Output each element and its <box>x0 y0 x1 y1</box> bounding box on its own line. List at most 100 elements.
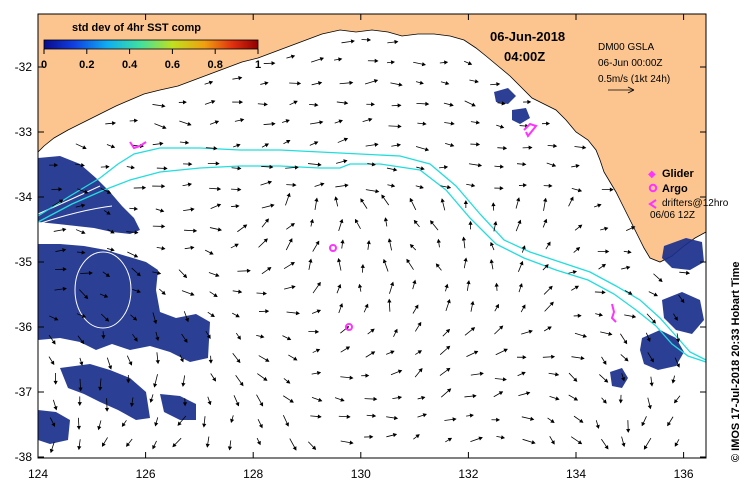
current-arrow <box>204 80 214 85</box>
current-arrow <box>289 100 298 106</box>
current-arrow <box>337 137 349 143</box>
current-arrow <box>490 82 501 87</box>
current-arrow <box>594 290 606 295</box>
current-arrow <box>207 311 215 318</box>
current-arrow <box>283 395 294 403</box>
current-arrow <box>104 398 110 412</box>
current-arrow <box>391 103 402 108</box>
current-arrow <box>544 301 554 312</box>
current-arrow <box>184 245 195 250</box>
current-arrow <box>105 121 116 126</box>
current-arrow <box>77 439 82 451</box>
current-arrow <box>100 313 110 322</box>
current-arrow <box>312 240 320 252</box>
current-arrow <box>387 39 399 45</box>
current-arrow <box>286 182 297 188</box>
current-arrow <box>470 300 475 312</box>
current-arrow <box>285 192 291 206</box>
y-tick-label: -38 <box>15 450 33 464</box>
current-arrow <box>159 288 166 295</box>
current-arrow <box>210 203 222 209</box>
current-arrow <box>183 207 195 212</box>
current-arrow <box>412 279 417 290</box>
current-arrow <box>601 397 607 404</box>
sst-patch-gulf-2 <box>512 108 530 124</box>
current-arrow <box>367 58 379 64</box>
current-arrow <box>101 331 106 340</box>
current-arrow <box>574 224 583 231</box>
current-arrow <box>338 414 351 419</box>
current-arrow <box>522 438 536 445</box>
current-arrow <box>518 283 523 293</box>
current-arrow <box>440 185 452 190</box>
current-arrow <box>232 312 240 318</box>
current-arrow <box>464 100 476 107</box>
current-arrow <box>79 289 89 300</box>
current-arrow <box>409 244 417 251</box>
current-arrow <box>673 395 681 404</box>
current-arrow <box>340 346 351 353</box>
current-arrow <box>99 293 109 298</box>
current-arrow <box>156 246 166 251</box>
current-arrow <box>75 229 86 235</box>
current-arrow <box>621 265 631 270</box>
current-arrow <box>464 60 473 66</box>
current-arrow <box>76 417 81 430</box>
current-arrow <box>310 414 322 419</box>
current-arrow <box>55 248 67 253</box>
current-arrow <box>568 394 579 401</box>
current-arrow <box>543 183 553 188</box>
x-tick-label: 130 <box>351 467 371 481</box>
current-arrow <box>648 291 659 297</box>
current-arrow <box>152 270 162 276</box>
current-arrow <box>155 331 160 342</box>
current-arrow <box>415 350 422 355</box>
current-arrow <box>311 81 323 86</box>
current-arrow <box>361 373 370 378</box>
current-arrow <box>392 395 403 400</box>
current-arrow <box>543 285 553 295</box>
current-arrow <box>312 281 321 294</box>
current-arrow <box>354 218 361 229</box>
current-arrow <box>416 101 430 107</box>
current-arrow <box>366 240 371 250</box>
current-arrow <box>283 285 296 290</box>
current-arrow <box>333 57 343 62</box>
current-arrow <box>307 162 322 167</box>
current-arrow <box>340 375 354 380</box>
current-arrow <box>234 118 245 123</box>
current-arrow <box>181 375 186 387</box>
colorbar-tick-label: 0.4 <box>122 59 138 71</box>
current-arrow <box>49 441 55 454</box>
current-arrow <box>233 143 241 148</box>
current-arrow <box>516 162 527 167</box>
current-arrow <box>461 236 467 249</box>
current-arrow <box>227 440 233 451</box>
current-arrow <box>571 187 583 193</box>
current-arrow <box>101 437 108 447</box>
current-arrow <box>75 203 86 208</box>
current-arrow <box>334 196 339 207</box>
current-arrow <box>413 61 427 67</box>
current-arrow <box>646 313 656 324</box>
current-arrow <box>647 352 654 363</box>
current-arrow <box>463 200 468 209</box>
current-arrow <box>440 388 452 398</box>
current-arrow <box>521 245 526 253</box>
current-arrow <box>442 328 451 337</box>
sst-contour-line-1 <box>37 185 101 215</box>
current-arrow <box>129 206 139 211</box>
current-arrow <box>261 218 269 228</box>
current-arrow <box>231 204 240 209</box>
current-arrow <box>413 219 420 228</box>
sst-contour-line-2 <box>37 205 113 225</box>
current-arrow <box>445 142 455 148</box>
current-arrow <box>178 100 187 105</box>
current-arrow <box>517 371 526 377</box>
map-date: 06-Jun-2018 <box>490 29 565 44</box>
current-arrow <box>232 100 244 105</box>
current-arrow <box>126 355 133 366</box>
current-arrow <box>542 264 549 271</box>
current-arrow <box>573 313 582 318</box>
current-arrow <box>205 436 210 448</box>
